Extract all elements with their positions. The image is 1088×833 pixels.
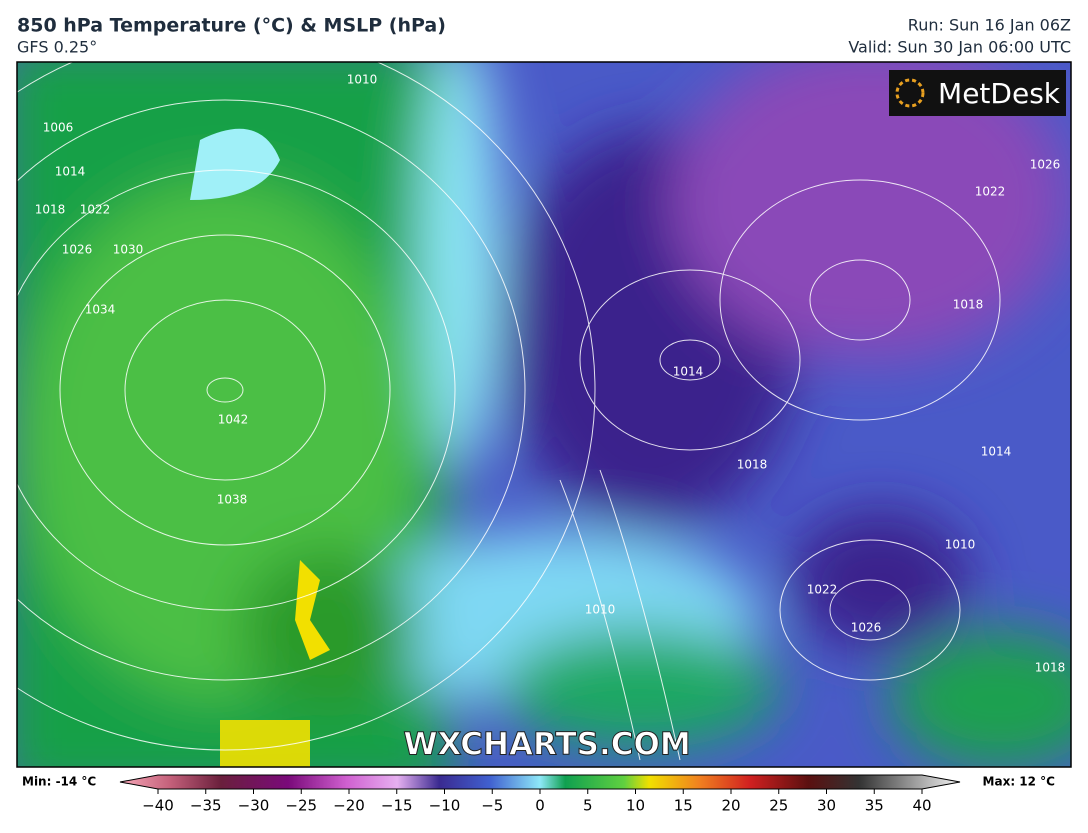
isobar-label: 1034 — [85, 303, 116, 317]
colorbar-tick-label: 10 — [626, 797, 645, 815]
isobar-label: 1018 — [737, 458, 768, 472]
isobar-label: 1010 — [585, 603, 616, 617]
title: 850 hPa Temperature (°C) & MSLP (hPa) — [17, 15, 446, 37]
isobar-label: 1006 — [43, 121, 74, 135]
colorbar-tick-label: −15 — [381, 797, 413, 815]
logo: MetDesk — [938, 77, 1061, 110]
colorbar-tick-label: −30 — [238, 797, 270, 815]
isobar-label: 1026 — [851, 621, 882, 635]
isobar-label: 1022 — [807, 583, 838, 597]
colorbar-tick-label: 5 — [583, 797, 593, 815]
colorbar-tick-label: −10 — [429, 797, 461, 815]
colorbar-tick-label: −35 — [190, 797, 222, 815]
isobar-label: 1010 — [347, 73, 378, 87]
run: Run: Sun 16 Jan 06Z — [908, 16, 1071, 35]
isobar-label: 1014 — [673, 365, 704, 379]
isobar-label: 1026 — [1030, 158, 1061, 172]
colorbar-tick-label: 35 — [865, 797, 884, 815]
colorbar-tick-label: 25 — [769, 797, 788, 815]
isobar-label: 1010 — [945, 538, 976, 552]
colorbar-tick-label: 20 — [721, 797, 740, 815]
map: 1042 1038 1034 1030 1026 1022 1018 1014 1010 1006… — [17, 62, 1071, 767]
watermark: WXCHARTS.COM — [403, 727, 690, 763]
colorbar-tick-label: −40 — [142, 797, 174, 815]
colorbar-tick-label: 40 — [912, 797, 931, 815]
max-label: Max: 12 °C — [983, 775, 1056, 789]
valid: Valid: Sun 30 Jan 06:00 UTC — [848, 38, 1071, 57]
isobar-label: 1026 — [62, 243, 93, 257]
isobar-label: 1014 — [981, 445, 1012, 459]
colorbar-tick-label: −5 — [481, 797, 503, 815]
colorbar-tick-label: −20 — [333, 797, 365, 815]
colorbar-tick-label: 0 — [535, 797, 545, 815]
colorbar-tick-label: 15 — [674, 797, 693, 815]
colorbar-tick-label: −25 — [285, 797, 317, 815]
isobar-label: 1014 — [55, 165, 86, 179]
isobar-label: 1018 — [1035, 661, 1066, 675]
isobar-label: 1018 — [953, 298, 984, 312]
map-frame — [16, 61, 1072, 768]
isobar-label: 1018 — [35, 203, 66, 217]
min-label: Min: -14 °C — [22, 775, 96, 789]
colorbar-tick-label: 30 — [817, 797, 836, 815]
isobar-label: 1022 — [975, 185, 1006, 199]
isobar-label: 1042 — [218, 413, 249, 427]
colorbar: Min: -14 °C Max: 12 °C −40 −35 −30 −25 −20 −1… — [22, 774, 1056, 815]
isobar-label: 1038 — [217, 493, 248, 507]
subtitle: GFS 0.25° — [17, 38, 97, 57]
isobar-label: 1030 — [113, 243, 144, 257]
isobar-label: 1022 — [80, 203, 111, 217]
